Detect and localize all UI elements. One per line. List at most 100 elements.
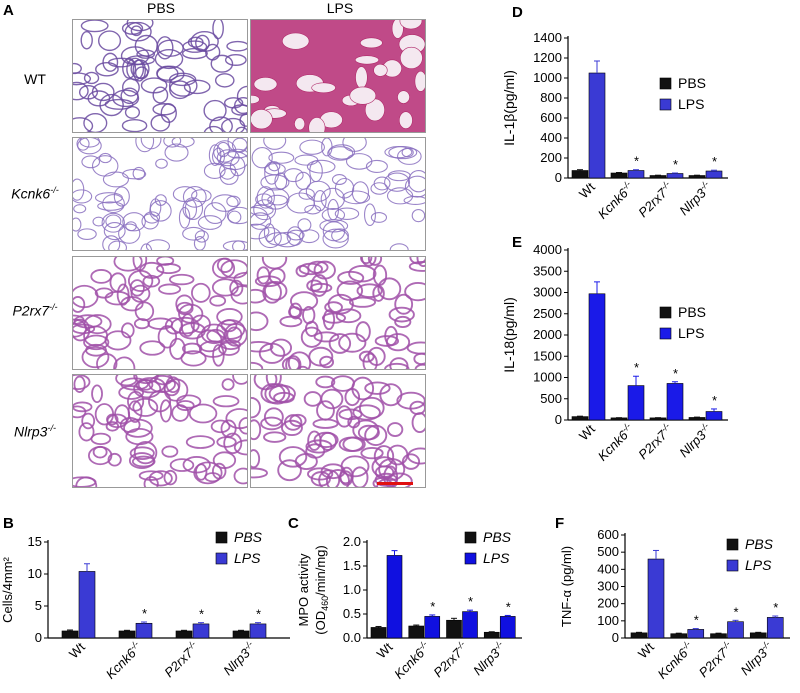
chart-c-ytick-label-3: 1.5 xyxy=(343,558,361,573)
chart-b-legend-swatch-0 xyxy=(215,531,228,544)
chart-f-legend-label-1: LPS xyxy=(745,557,772,573)
chart-c-sig-2: * xyxy=(468,594,473,609)
chart-e-category-name-0: Wt xyxy=(576,421,598,443)
chart-e-bar-pbs-0 xyxy=(571,416,589,421)
chart-d-bar-pbs-1 xyxy=(610,172,628,179)
chart-e-ytick-label-8: 4000 xyxy=(533,242,562,257)
chart-d-bar-lps-3 xyxy=(705,170,723,179)
chart-f-bar-pbs-1 xyxy=(670,633,688,639)
chart-e-legend-swatch-1 xyxy=(659,327,672,340)
panel-e-letter: E xyxy=(512,234,522,251)
chart-c-bar-lps-1 xyxy=(424,616,441,639)
histology-wt-pbs-texture xyxy=(73,20,247,132)
chart-d-ylabel: IL-1β(pg/ml) xyxy=(501,70,517,146)
chart-d-legend-swatch-1 xyxy=(659,98,672,111)
chart-b-bar-lps-3 xyxy=(249,623,267,639)
chart-d-sig-3: * xyxy=(712,154,717,169)
chart-f-legend-label-0: PBS xyxy=(745,536,774,552)
chart-b-category-name-0: Wt xyxy=(66,639,88,661)
histology-kcnk6-lps xyxy=(250,137,426,251)
chart-d-ytick-label-3: 600 xyxy=(540,110,562,125)
chart-d-ytick-label-1: 200 xyxy=(540,150,562,165)
row-label-wt-text: WT xyxy=(24,71,46,87)
histology-wt-lps-texture xyxy=(251,20,425,132)
chart-e-sig-3: * xyxy=(712,393,717,408)
chart-c-category-name-0: Wt xyxy=(374,639,396,661)
chart-b-legend-swatch-1 xyxy=(215,552,228,565)
row-label-kcnk6-text: Kcnk6 xyxy=(11,185,51,202)
chart-c-bar-pbs-3 xyxy=(483,631,500,639)
chart-e-category-3: Nlrp3-/- xyxy=(676,421,715,460)
chart-c-ytick-label-1: 0.5 xyxy=(343,606,361,621)
chart-f-bar-lps-0 xyxy=(647,558,665,639)
chart-b-svg: B 0 5 10 15 Cells/4mm² Wt * Kcnk6-/- * P2rx7-/- * Nl… xyxy=(0,515,290,682)
chart-e-ytick-label-1: 500 xyxy=(540,391,562,406)
chart-c-category-2: P2rx7-/- xyxy=(430,639,471,680)
chart-c-legend-label-1: LPS xyxy=(483,550,510,566)
chart-b-category-2: P2rx7-/- xyxy=(161,639,202,680)
chart-f-category-0: Wt xyxy=(635,639,657,661)
chart-d-ytick-label-6: 1200 xyxy=(533,50,562,65)
chart-d-category-2: P2rx7-/- xyxy=(635,179,676,220)
histology-wt-lps xyxy=(250,19,426,133)
chart-f-bar-lps-2 xyxy=(727,621,744,639)
chart-c-ylabel-line1: MPO activity xyxy=(296,553,311,626)
chart-d-ytick-label-0: 0 xyxy=(555,170,562,185)
chart-f-category-name-0: Wt xyxy=(635,639,657,661)
chart-e-ytick-label-0: 0 xyxy=(555,412,562,427)
chart-e-ylabel: IL-18(pg/ml) xyxy=(501,297,517,372)
chart-f-ytick-label-1: 100 xyxy=(597,613,619,628)
chart-d-ytick-label-4: 800 xyxy=(540,90,562,105)
chart-f-bar-pbs-3 xyxy=(749,632,767,639)
chart-e-bar-pbs-2 xyxy=(649,417,667,421)
chart-e-ytick-label-3: 1500 xyxy=(533,348,562,363)
chart-c-ylabel-line2: (OD460/min/mg) xyxy=(313,545,330,634)
chart-c-ytick-label-0: 0.0 xyxy=(343,630,361,645)
chart-f-ytick-label-3: 300 xyxy=(597,579,619,594)
chart-d-sig-1: * xyxy=(634,154,639,169)
chart-e-category-1: Kcnk6-/- xyxy=(594,421,637,464)
histology-nlrp3-pbs-texture xyxy=(73,375,247,487)
chart-c-bar-lps-2 xyxy=(462,611,478,639)
scale-bar xyxy=(377,482,413,485)
chart-f-legend-swatch-0 xyxy=(726,538,739,551)
chart-e-ytick-label-4: 2000 xyxy=(533,327,562,342)
chart-d-bar-lps-1 xyxy=(627,170,645,179)
chart-e-bar-pbs-1 xyxy=(610,417,628,421)
chart-f-legend-swatch-1 xyxy=(726,559,739,572)
chart-b-sig-3: * xyxy=(256,607,261,622)
row-label-nlrp3-sup: -/- xyxy=(47,423,56,433)
chart-b-legend-label-1: LPS xyxy=(234,550,261,566)
chart-e-ytick-label-7: 3500 xyxy=(533,263,562,278)
chart-b-legend-label-0: PBS xyxy=(234,529,263,545)
chart-e-bar-lps-2 xyxy=(666,383,684,421)
chart-e-svg: E 0 500 1000 1500 2000 2500 3000 3500 4000 IL-18(p… xyxy=(501,234,728,464)
panel-b: B 0 5 10 15 Cells/4mm² Wt * Kcnk6-/- * P2rx7-/- * Nl… xyxy=(0,505,300,693)
chart-d-ytick-label-5: 1000 xyxy=(533,70,562,85)
row-label-p2rx7-text: P2rx7 xyxy=(12,302,50,319)
chart-b-bar-pbs-0 xyxy=(61,630,79,639)
chart-e-ytick-label-6: 3000 xyxy=(533,285,562,300)
chart-d-bar-pbs-3 xyxy=(688,175,706,179)
chart-c-sig-3: * xyxy=(506,599,511,614)
chart-f-svg: F 0 100 200 300 400 500 600 TNF-α (pg/ml) Wt * Kcnk… xyxy=(555,515,790,682)
chart-b-category-0: Wt xyxy=(66,639,88,661)
chart-c-legend-swatch-1 xyxy=(464,552,477,565)
histology-nlrp3-lps xyxy=(250,374,426,488)
row-label-kcnk6: Kcnk6-/- xyxy=(2,185,68,202)
row-label-wt: WT xyxy=(2,71,68,87)
panel-a-letter: A xyxy=(3,2,14,19)
chart-f-ylabel: TNF-α (pg/ml) xyxy=(559,546,574,627)
chart-c-legend-swatch-0 xyxy=(464,531,477,544)
chart-e-category-0: Wt xyxy=(576,421,598,443)
chart-f-sig-2: * xyxy=(733,604,738,619)
chart-f-category-2: P2rx7-/- xyxy=(695,639,736,680)
chart-f-bar-pbs-2 xyxy=(710,633,727,639)
row-label-nlrp3-text: Nlrp3 xyxy=(14,423,48,440)
chart-f-ytick-label-4: 400 xyxy=(597,561,619,576)
chart-b-bar-pbs-2 xyxy=(175,630,193,639)
histology-nlrp3-lps-texture xyxy=(251,375,425,487)
chart-c-ytick-label-4: 2.0 xyxy=(343,534,361,549)
chart-c-bar-pbs-1 xyxy=(408,625,425,639)
chart-b-category-1: Kcnk6-/- xyxy=(102,639,145,682)
